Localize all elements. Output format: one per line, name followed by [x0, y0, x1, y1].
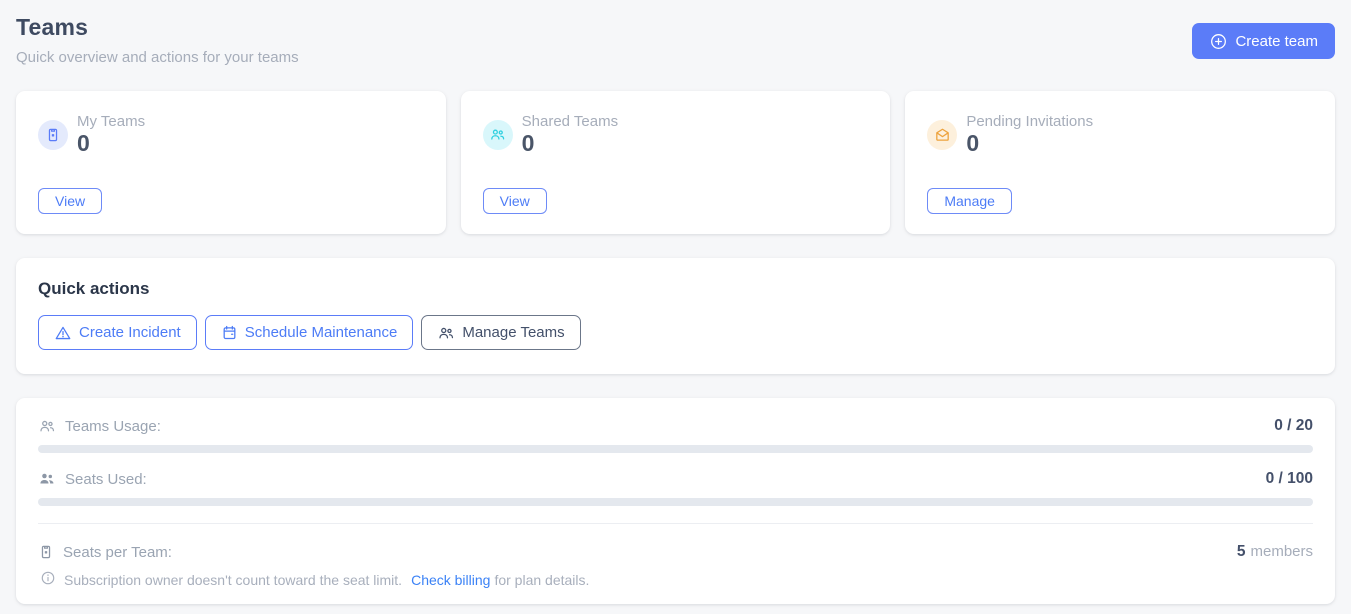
- stat-card-header: Shared Teams 0: [482, 113, 867, 156]
- teams-usage-left: Teams Usage:: [38, 417, 161, 435]
- seats-used-progressbar: [38, 498, 1313, 506]
- note-suffix: for plan details.: [494, 571, 590, 588]
- manage-invitations-button[interactable]: Manage: [927, 188, 1012, 214]
- note-text: Subscription owner doesn't count toward …: [64, 572, 589, 588]
- schedule-maintenance-button[interactable]: Schedule Maintenance: [204, 315, 414, 350]
- people-filled-icon: [38, 470, 56, 488]
- seats-per-team-number: 5: [1236, 543, 1246, 560]
- stat-info: My Teams 0: [77, 113, 145, 156]
- plus-circle-icon: [1209, 32, 1228, 51]
- warning-triangle-icon: [54, 324, 72, 342]
- create-team-button[interactable]: Create team: [1192, 23, 1335, 59]
- usage-panel: Teams Usage: 0 / 20 Seats Used: 0 / 100: [16, 398, 1335, 604]
- subscription-note: Subscription owner doesn't count toward …: [38, 570, 1313, 589]
- seats-used-left: Seats Used:: [38, 470, 147, 488]
- stat-card-header: My Teams 0: [38, 113, 422, 156]
- quick-actions-panel: Quick actions Create Incident: [16, 258, 1335, 374]
- manage-teams-label: Manage Teams: [462, 324, 565, 341]
- create-team-label: Create team: [1235, 32, 1318, 50]
- badge-icon: [38, 119, 68, 150]
- page-header: Teams Quick overview and actions for you…: [16, 14, 1335, 66]
- stat-label: My Teams: [77, 113, 146, 130]
- calendar-icon: [221, 324, 238, 341]
- create-incident-button[interactable]: Create Incident: [38, 315, 197, 350]
- badge-gray-icon: [38, 544, 54, 560]
- seats-used-row: Seats Used: 0 / 100: [38, 470, 1313, 488]
- group-icon: [482, 119, 513, 150]
- stat-value: 0: [966, 130, 980, 156]
- seats-per-team-value: 5 members: [1237, 543, 1313, 561]
- stat-card-header: Pending Invitations 0: [927, 113, 1311, 156]
- stat-info: Pending Invitations 0: [966, 113, 1093, 156]
- usage-divider: [38, 523, 1313, 524]
- view-my-teams-button[interactable]: View: [38, 188, 103, 214]
- mail-open-icon: [927, 119, 958, 150]
- quick-actions-buttons: Create Incident Schedule Maintenance: [38, 315, 1311, 350]
- stat-info: Shared Teams 0: [522, 113, 618, 156]
- view-shared-teams-button[interactable]: View: [482, 188, 547, 214]
- seats-used-value: 0 / 100: [1265, 470, 1313, 487]
- seats-per-team-unit: members: [1250, 543, 1313, 560]
- create-incident-label: Create Incident: [79, 324, 181, 341]
- schedule-maintenance-label: Schedule Maintenance: [244, 324, 398, 341]
- teams-usage-row: Teams Usage: 0 / 20: [38, 417, 1313, 435]
- stat-card-shared-teams: Shared Teams 0 View: [460, 91, 891, 234]
- page-title: Teams: [16, 14, 89, 40]
- check-billing-link[interactable]: Check billing: [411, 571, 491, 588]
- seats-per-team-row: Seats per Team: 5 members: [38, 543, 1313, 561]
- seats-per-team-label: Seats per Team:: [63, 543, 172, 561]
- note-body: Subscription owner doesn't count toward …: [64, 571, 403, 588]
- seats-used-label: Seats Used:: [65, 470, 147, 488]
- stat-value: 0: [77, 130, 90, 156]
- stat-value: 0: [521, 130, 535, 156]
- page-subtitle: Quick overview and actions for your team…: [16, 49, 299, 66]
- stat-label: Pending Invitations: [966, 113, 1094, 130]
- info-icon: [40, 570, 56, 589]
- stats-row: My Teams 0 View Shared Teams: [16, 91, 1335, 234]
- quick-actions-title: Quick actions: [38, 279, 150, 298]
- teams-usage-value: 0 / 20: [1274, 417, 1313, 434]
- manage-teams-button[interactable]: Manage Teams: [421, 315, 581, 350]
- teams-usage-progressbar: [38, 445, 1313, 453]
- stat-card-my-teams: My Teams 0 View: [16, 91, 446, 234]
- group-outline-icon: [38, 417, 56, 435]
- people-icon: [437, 324, 455, 342]
- header-text: Teams Quick overview and actions for you…: [16, 14, 299, 66]
- stat-card-pending-invitations: Pending Invitations 0 Manage: [905, 91, 1335, 234]
- stat-label: Shared Teams: [521, 113, 619, 130]
- seats-per-team-left: Seats per Team:: [38, 544, 172, 561]
- teams-usage-label: Teams Usage:: [65, 417, 161, 435]
